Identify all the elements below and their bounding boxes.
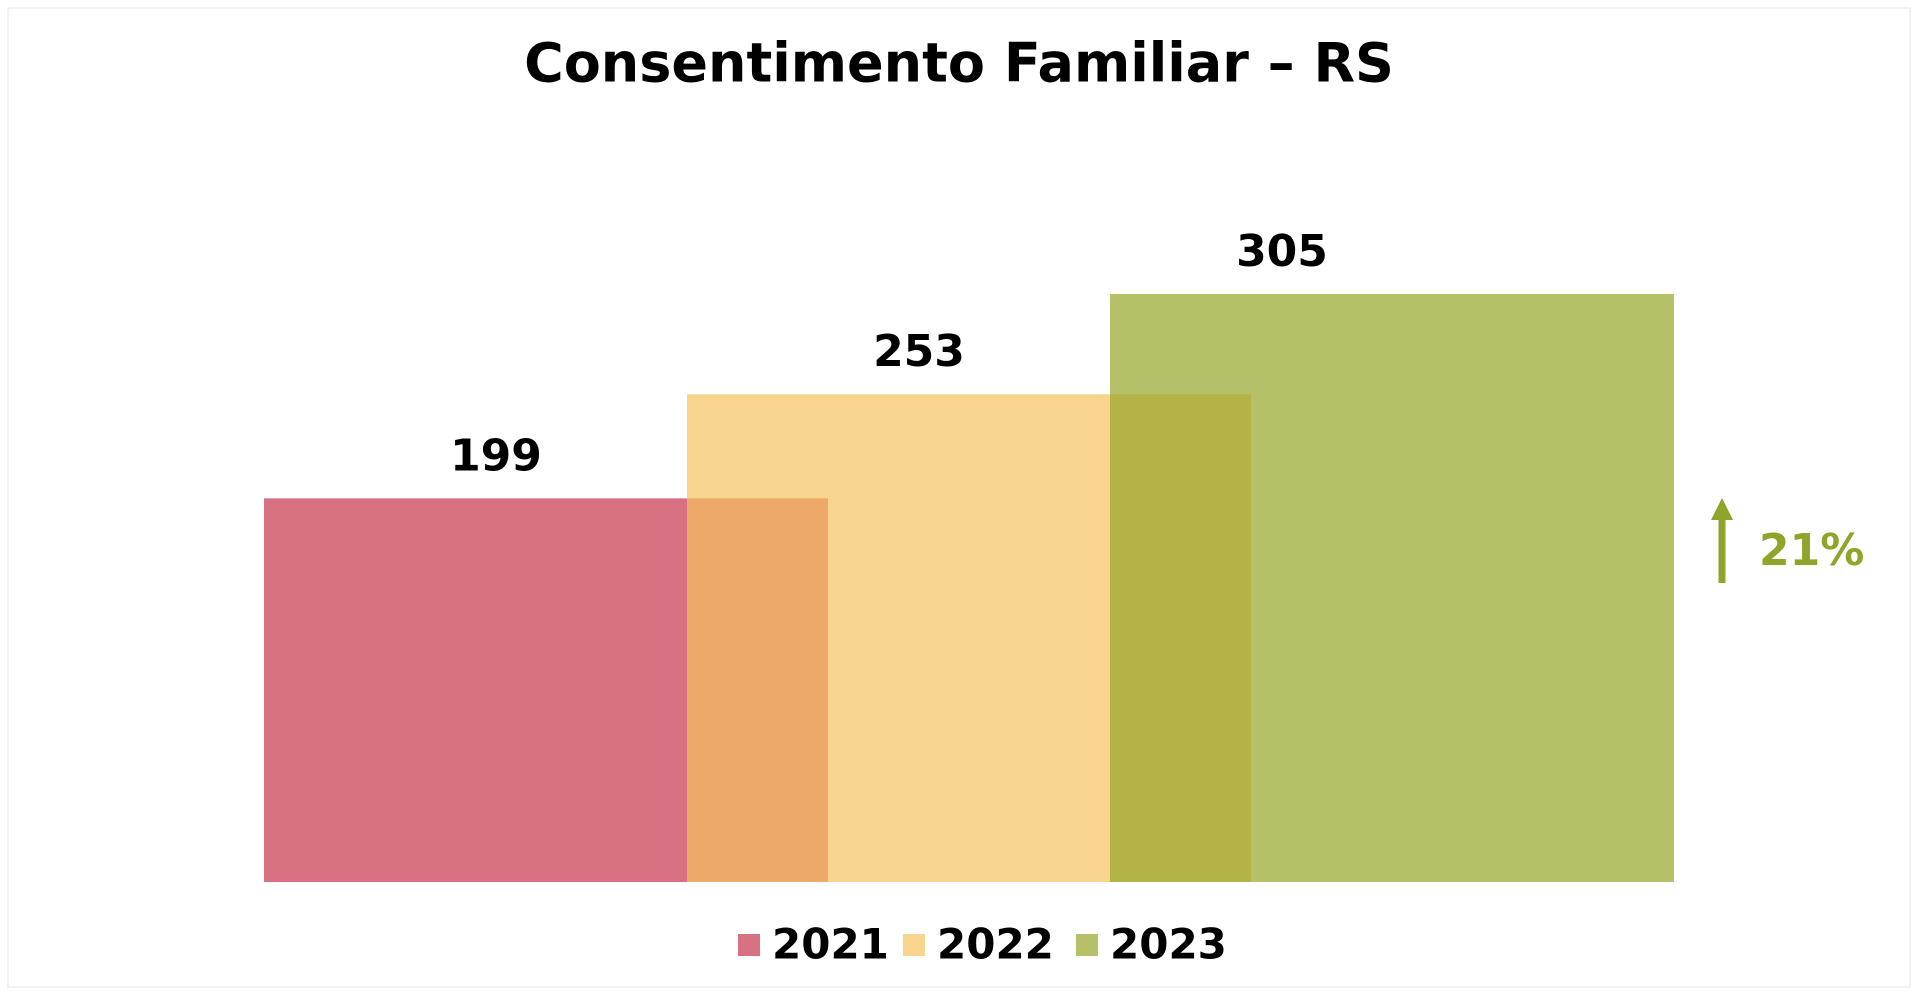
legend-swatch (738, 934, 760, 956)
arrow-head (1711, 498, 1733, 520)
legend-label: 2022 (937, 920, 1054, 969)
legend-swatch (1076, 934, 1098, 956)
chart-title: Consentimento Familiar – RS (524, 32, 1394, 95)
bar (1110, 294, 1674, 882)
legend-label: 2021 (772, 920, 889, 969)
legend-label: 2023 (1110, 920, 1227, 969)
data-label: 253 (873, 326, 965, 377)
legend-swatch (903, 934, 925, 956)
data-label: 199 (450, 430, 542, 481)
annotation: 21% (1759, 525, 1864, 576)
data-label: 305 (1236, 226, 1328, 277)
